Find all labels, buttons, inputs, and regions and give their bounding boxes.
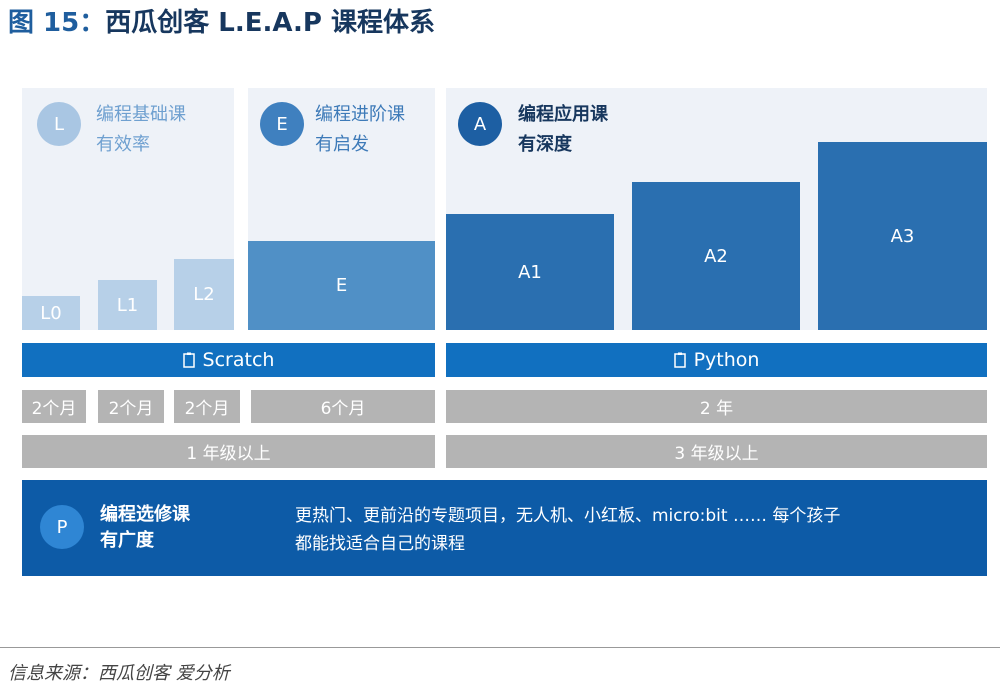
- circle-E: E: [260, 102, 304, 146]
- duration-A: 2 年: [446, 390, 987, 423]
- elective-panel: [22, 480, 987, 576]
- level-E: E: [248, 241, 435, 330]
- panel-E-label: 编程进阶课 有启发: [315, 100, 405, 160]
- circle-L-letter: L: [53, 113, 65, 135]
- circle-P-letter: P: [56, 516, 68, 538]
- elective-line1: 编程选修课: [100, 504, 190, 525]
- panel-L-line1: 编程基础课: [96, 104, 186, 125]
- grade-left: 1 年级以上: [22, 435, 435, 468]
- panel-E-line1: 编程进阶课: [315, 104, 405, 125]
- footer-divider: [0, 647, 1000, 648]
- elective-desc-line2: 都能找适合自己的课程: [295, 534, 465, 554]
- duration-L1: 2个月: [98, 390, 164, 423]
- bar-scratch-label: Scratch: [202, 349, 275, 371]
- page-title: 图 15：西瓜创客 L.E.A.P 课程体系: [8, 2, 435, 39]
- level-A3: A3: [818, 142, 987, 330]
- circle-P: P: [40, 505, 84, 549]
- elective-label: 编程选修课 有广度: [100, 502, 190, 554]
- circle-L: L: [37, 102, 81, 146]
- circle-A: A: [458, 102, 502, 146]
- grade-right: 3 年级以上: [446, 435, 987, 468]
- panel-A-line2: 有深度: [518, 134, 572, 155]
- panel-A-label: 编程应用课 有深度: [518, 100, 608, 160]
- panel-A-line1: 编程应用课: [518, 104, 608, 125]
- duration-L2: 2个月: [174, 390, 240, 423]
- title-text: 西瓜创客 L.E.A.P 课程体系: [105, 8, 435, 38]
- elective-line2: 有广度: [100, 530, 154, 551]
- level-L1: L1: [98, 280, 157, 330]
- level-A2: A2: [632, 182, 800, 330]
- bar-python-label: Python: [693, 349, 760, 371]
- level-A1: A1: [446, 214, 614, 330]
- bar-python: Python: [446, 343, 987, 377]
- bar-scratch: Scratch: [22, 343, 435, 377]
- panel-L-label: 编程基础课 有效率: [96, 100, 186, 160]
- source-note: 信息来源：西瓜创客 爱分析: [8, 663, 230, 684]
- file-icon: [673, 352, 686, 368]
- elective-desc-line1: 更热门、更前沿的专题项目，无人机、小红板、micro:bit …… 每个孩子: [295, 506, 841, 526]
- title-prefix: 图 15：: [8, 8, 106, 38]
- panel-L-line2: 有效率: [96, 134, 150, 155]
- elective-description: 更热门、更前沿的专题项目，无人机、小红板、micro:bit …… 每个孩子 都…: [295, 502, 975, 558]
- circle-A-letter: A: [473, 113, 487, 135]
- duration-E: 6个月: [251, 390, 435, 423]
- level-L2: L2: [174, 259, 234, 330]
- circle-E-letter: E: [276, 113, 288, 135]
- file-icon: [182, 352, 195, 368]
- panel-E-line2: 有启发: [315, 134, 369, 155]
- level-L0: L0: [22, 296, 80, 330]
- duration-L0: 2个月: [22, 390, 86, 423]
